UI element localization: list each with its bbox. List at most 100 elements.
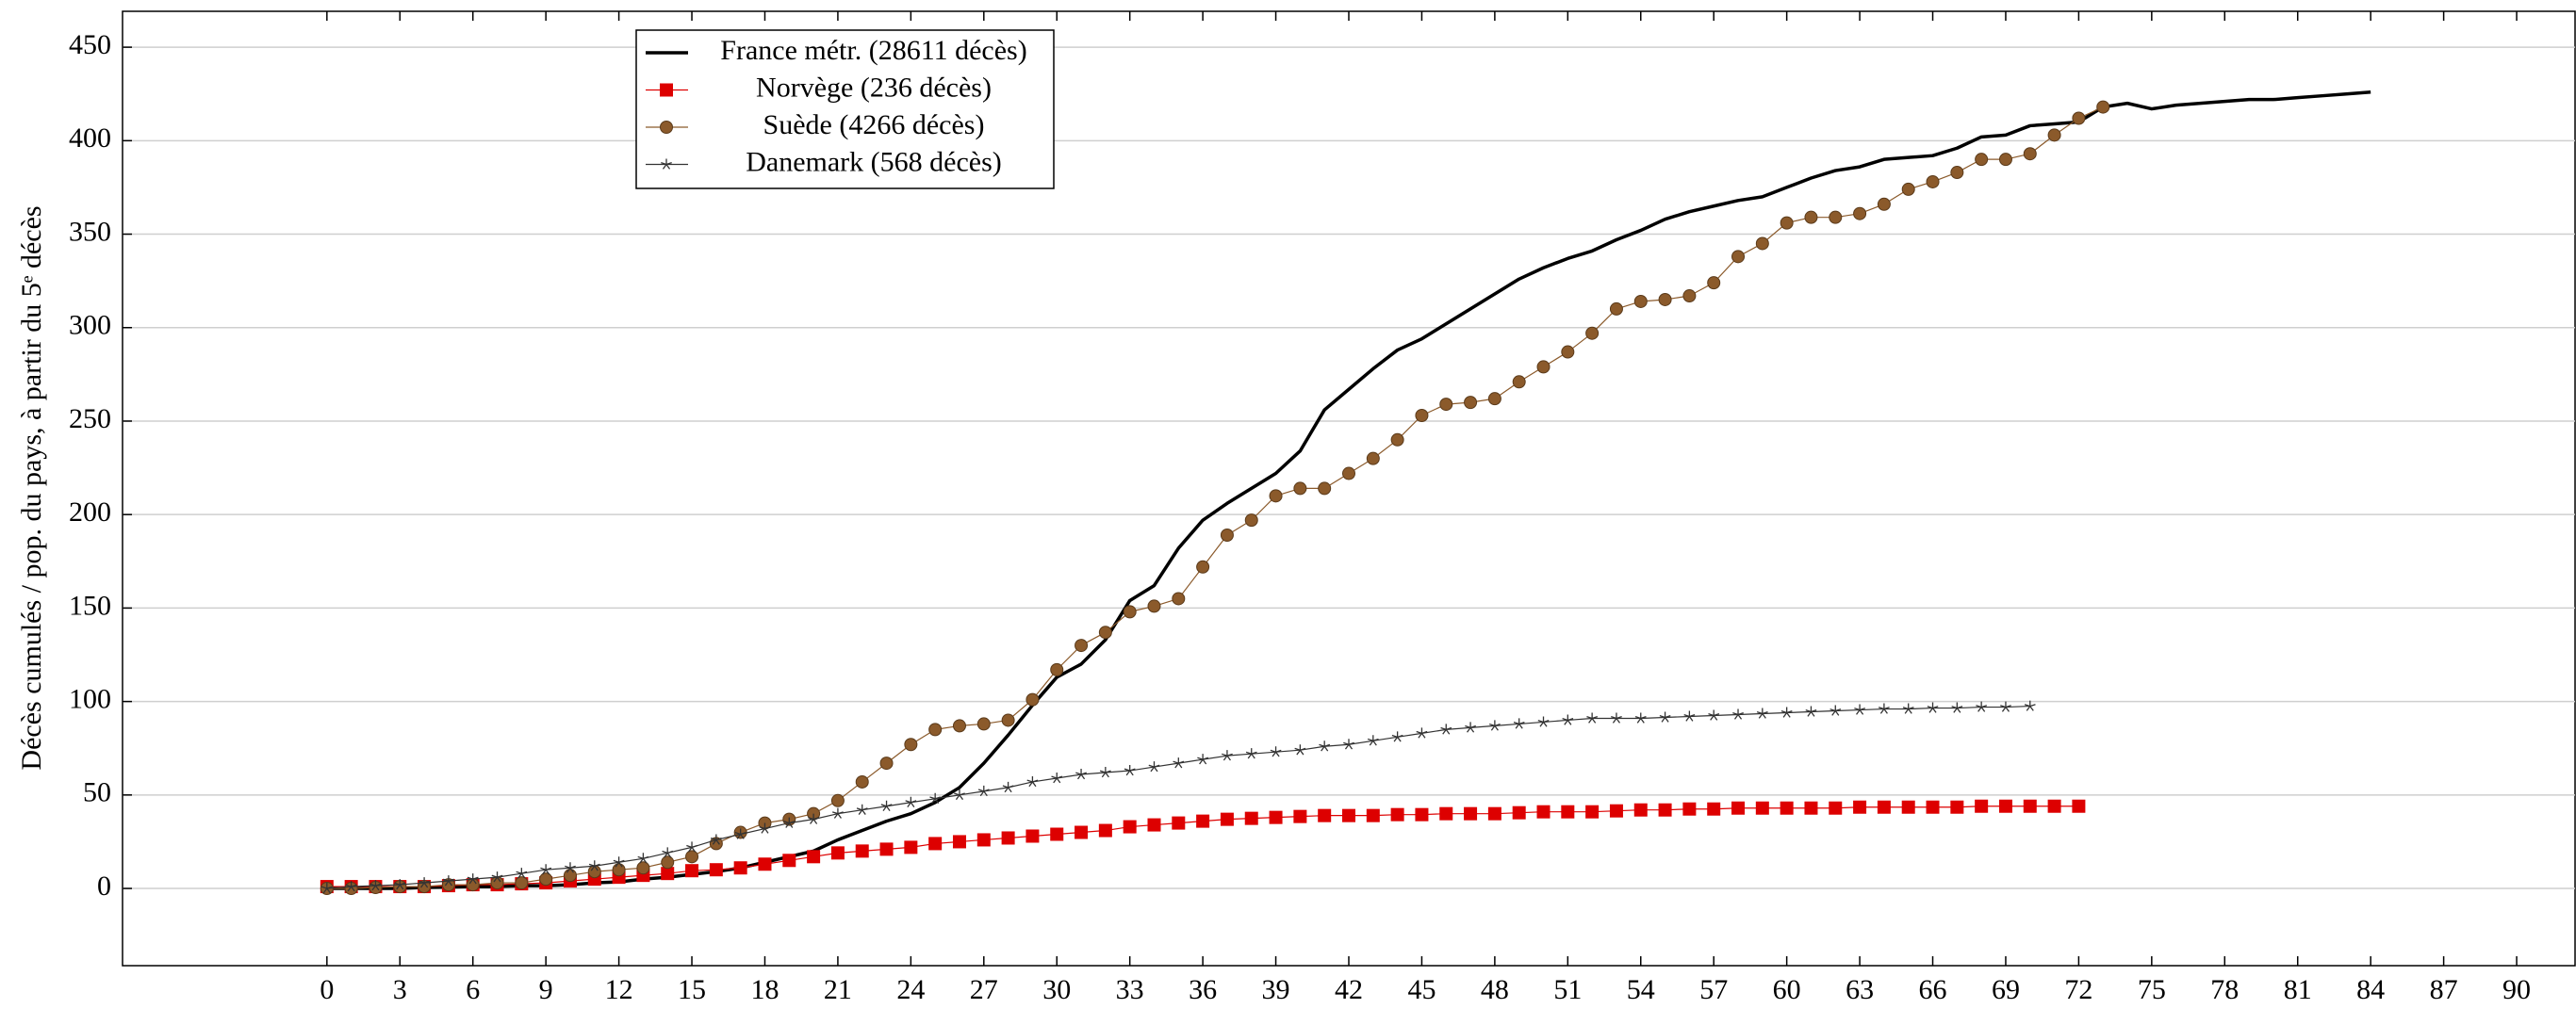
marker bbox=[1512, 375, 1526, 389]
marker bbox=[539, 872, 553, 887]
marker bbox=[515, 876, 529, 890]
x-tick-label: 57 bbox=[1699, 974, 1728, 1004]
x-tick-label: 45 bbox=[1407, 974, 1436, 1004]
marker bbox=[2096, 100, 2110, 114]
marker bbox=[1196, 814, 1210, 828]
marker bbox=[1025, 692, 1040, 707]
marker bbox=[1098, 823, 1112, 838]
marker bbox=[394, 879, 406, 890]
marker bbox=[1366, 451, 1380, 465]
x-tick-label: 12 bbox=[605, 974, 633, 1004]
marker bbox=[1877, 197, 1891, 211]
marker bbox=[734, 828, 747, 839]
marker bbox=[466, 878, 480, 892]
marker bbox=[856, 804, 868, 815]
x-tick-label: 54 bbox=[1627, 974, 1655, 1004]
legend-label: Norvège (236 décès) bbox=[756, 72, 992, 103]
marker bbox=[830, 846, 845, 860]
y-axis-label: Décès cumulés / pop. du pays, à partir d… bbox=[16, 205, 47, 770]
marker bbox=[1659, 711, 1671, 723]
marker bbox=[491, 871, 503, 883]
marker bbox=[2024, 700, 2036, 711]
marker bbox=[1269, 810, 1283, 824]
marker bbox=[1001, 713, 1015, 727]
marker bbox=[733, 861, 747, 875]
marker bbox=[1487, 806, 1501, 821]
legend-label: Danemark (568 décès) bbox=[746, 146, 1002, 177]
marker bbox=[1926, 800, 1940, 814]
x-tick-label: 27 bbox=[970, 974, 998, 1004]
marker bbox=[1780, 216, 1794, 230]
marker bbox=[1682, 802, 1697, 816]
marker bbox=[928, 837, 943, 851]
marker bbox=[1901, 182, 1915, 196]
marker bbox=[1244, 811, 1258, 825]
marker bbox=[1561, 805, 1575, 819]
x-tick-label: 15 bbox=[678, 974, 706, 1004]
x-tick-label: 51 bbox=[1553, 974, 1582, 1004]
legend: France métr. (28611 décès) Norvège (236 d… bbox=[635, 29, 1055, 189]
x-tick-label: 75 bbox=[2138, 974, 2166, 1004]
x-tick-label: 60 bbox=[1773, 974, 1801, 1004]
x-tick-label: 24 bbox=[896, 974, 925, 1004]
x-tick-label: 81 bbox=[2284, 974, 2312, 1004]
marker bbox=[1197, 754, 1209, 765]
marker bbox=[2047, 128, 2061, 142]
marker bbox=[1658, 292, 1672, 306]
marker bbox=[1951, 702, 1963, 713]
marker bbox=[1391, 731, 1403, 742]
marker bbox=[1172, 816, 1186, 830]
marker bbox=[808, 813, 820, 824]
marker bbox=[1440, 724, 1452, 735]
marker bbox=[1804, 210, 1818, 224]
marker bbox=[612, 863, 626, 877]
marker bbox=[1877, 800, 1891, 814]
marker bbox=[879, 757, 894, 771]
x-tick-label: 72 bbox=[2064, 974, 2092, 1004]
marker bbox=[1172, 592, 1186, 606]
marker bbox=[1950, 800, 1964, 814]
marker bbox=[855, 774, 869, 789]
marker bbox=[1854, 704, 1865, 715]
marker bbox=[929, 792, 942, 805]
x-tick-label: 3 bbox=[393, 974, 407, 1004]
marker bbox=[1439, 398, 1453, 412]
marker bbox=[1075, 769, 1087, 780]
marker bbox=[1513, 718, 1525, 729]
marker bbox=[1732, 708, 1744, 720]
marker bbox=[904, 738, 918, 752]
marker bbox=[904, 840, 918, 854]
marker bbox=[1318, 808, 1332, 822]
marker bbox=[1901, 800, 1915, 814]
marker bbox=[1536, 360, 1551, 374]
marker bbox=[1173, 757, 1185, 769]
marker bbox=[637, 853, 649, 864]
marker bbox=[880, 800, 893, 811]
y-tick-label: 400 bbox=[69, 122, 111, 154]
marker bbox=[2023, 799, 2037, 813]
marker bbox=[1634, 712, 1647, 724]
marker bbox=[1293, 809, 1307, 823]
y-tick-label: 50 bbox=[83, 777, 111, 808]
marker bbox=[1270, 746, 1282, 757]
marker bbox=[1415, 409, 1429, 423]
y-tick-label: 150 bbox=[69, 590, 111, 621]
marker bbox=[1755, 801, 1769, 815]
marker bbox=[1050, 662, 1064, 676]
marker bbox=[1196, 560, 1210, 574]
legend-marker bbox=[660, 121, 673, 134]
marker bbox=[1099, 767, 1111, 778]
x-tick-label: 33 bbox=[1116, 974, 1144, 1004]
marker bbox=[1294, 744, 1306, 756]
marker bbox=[1342, 808, 1355, 822]
marker bbox=[320, 883, 333, 894]
marker bbox=[1416, 727, 1428, 739]
marker bbox=[1245, 748, 1257, 759]
marker bbox=[2072, 799, 2086, 813]
marker bbox=[1464, 806, 1478, 821]
x-tick-label: 69 bbox=[1992, 974, 2020, 1004]
marker bbox=[1707, 276, 1721, 290]
marker bbox=[709, 863, 723, 877]
marker bbox=[1562, 714, 1574, 725]
